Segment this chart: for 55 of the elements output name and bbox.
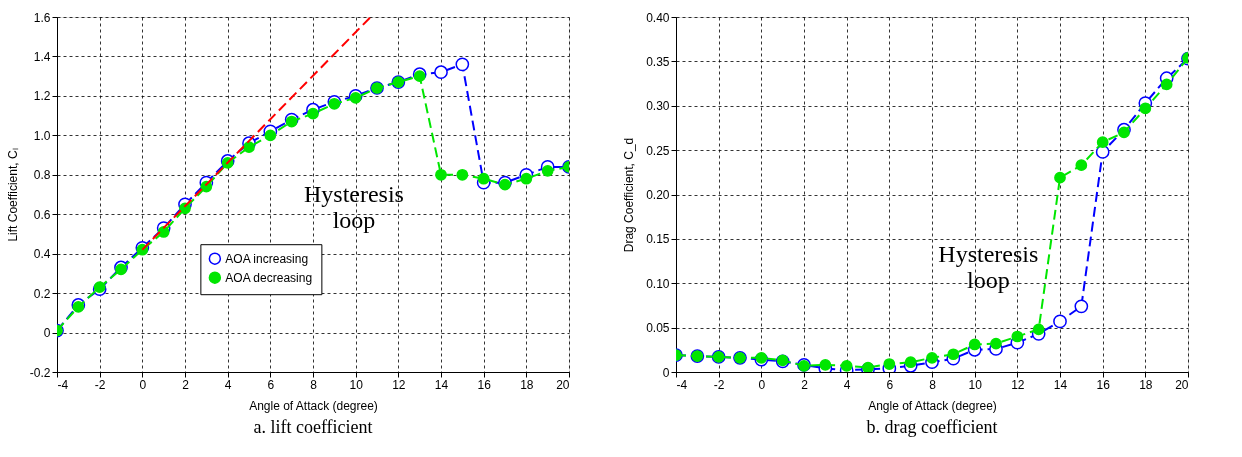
x-tick-label: -2	[713, 377, 725, 392]
x-tick-label: 0	[758, 377, 766, 392]
legend-label: AOA increasing	[225, 251, 309, 266]
x-tick-label: 2	[801, 377, 809, 392]
x-tick-label: 16	[477, 377, 492, 392]
x-axis-title: Angle of Attack (degree)	[249, 398, 378, 413]
annotation: Hysteresis loop	[303, 180, 404, 233]
y-tick-label: -0.2	[29, 365, 51, 380]
x-tick-label: 4	[224, 377, 232, 392]
x-tick-label: -4	[676, 377, 688, 392]
x-tick-label: 14	[434, 377, 449, 392]
x-tick-label: -2	[94, 377, 106, 392]
y-tick-label: 0.40	[646, 10, 670, 25]
y-tick-label: 0	[43, 326, 51, 341]
y-axis-title: Drag Coefficient, C_d	[622, 137, 637, 253]
x-tick-label: 8	[929, 377, 937, 392]
y-tick-label: 0.8	[33, 168, 51, 183]
y-tick-label: 0.05	[646, 321, 670, 336]
x-tick-label: 4	[843, 377, 851, 392]
y-tick-label: 0.6	[33, 207, 51, 222]
y-tick-label: 1.0	[33, 128, 51, 143]
x-tick-label: 12	[1011, 377, 1025, 392]
x-tick-label: 14	[1053, 377, 1068, 392]
y-tick-label: 0.25	[646, 143, 670, 158]
legend-label: AOA decreasing	[225, 270, 313, 285]
x-tick-label: 20	[556, 377, 570, 392]
x-tick-label: 20	[1175, 377, 1189, 392]
y-tick-label: 0.2	[33, 286, 51, 301]
y-tick-label: 0.30	[646, 99, 670, 114]
y-tick-label: 1.6	[33, 10, 51, 25]
x-axis-title: Angle of Attack (degree)	[868, 398, 997, 413]
x-tick-label: 10	[349, 377, 364, 392]
annotation: Hysteresis loop	[938, 240, 1039, 293]
x-tick-label: 0	[139, 377, 147, 392]
x-tick-label: 8	[310, 377, 318, 392]
x-tick-label: 18	[520, 377, 534, 392]
x-tick-label: -4	[57, 377, 69, 392]
y-tick-label: 0.35	[646, 54, 670, 69]
text: b. drag coefficient	[866, 417, 998, 437]
x-tick-label: 6	[267, 377, 275, 392]
x-tick-label: 16	[1096, 377, 1111, 392]
text: a. lift coefficient	[253, 417, 373, 437]
y-tick-label: 0	[662, 365, 670, 380]
y-tick-label: 1.4	[33, 49, 51, 64]
x-tick-label: 2	[182, 377, 190, 392]
y-tick-label: 0.15	[646, 232, 670, 247]
x-tick-label: 10	[968, 377, 983, 392]
x-tick-label: 12	[392, 377, 406, 392]
y-axis-title: Lift Coefficient, Cₗ	[5, 148, 20, 242]
y-tick-label: 1.2	[33, 89, 51, 104]
x-tick-label: 6	[886, 377, 894, 392]
y-tick-label: 0.10	[646, 276, 670, 291]
x-tick-label: 18	[1139, 377, 1153, 392]
y-tick-label: 0.20	[646, 188, 670, 202]
y-tick-label: 0.4	[33, 247, 51, 262]
